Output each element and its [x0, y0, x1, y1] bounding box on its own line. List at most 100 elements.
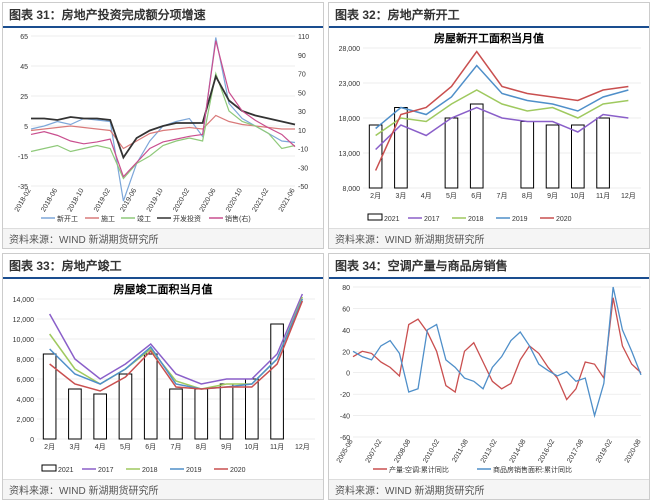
svg-text:5月: 5月 [446, 192, 457, 200]
svg-text:8,000: 8,000 [342, 186, 360, 193]
svg-text:新开工: 新开工 [57, 214, 78, 223]
svg-text:28,000: 28,000 [339, 46, 361, 53]
svg-text:2008-08: 2008-08 [393, 438, 412, 464]
svg-text:0: 0 [30, 437, 34, 444]
panel-32: 图表 32：房地产新开工 房屋新开工面积当月值 8,000 13,000 18,000… [328, 2, 650, 249]
svg-text:25: 25 [20, 94, 28, 101]
svg-text:2017-08: 2017-08 [566, 438, 585, 464]
svg-text:2018: 2018 [142, 467, 158, 474]
svg-text:12月: 12月 [295, 443, 310, 451]
chart-34: -60-40-200204060802005-082007-022008-082… [329, 279, 649, 479]
svg-text:2020-06: 2020-06 [199, 187, 218, 213]
svg-text:房屋新开工面积当月值: 房屋新开工面积当月值 [434, 31, 544, 45]
svg-text:2月: 2月 [44, 443, 55, 451]
svg-text:3月: 3月 [69, 443, 80, 451]
svg-text:2014-08: 2014-08 [509, 438, 528, 464]
svg-text:11月: 11月 [596, 192, 610, 200]
svg-text:2021-02: 2021-02 [251, 187, 270, 213]
svg-text:10,000: 10,000 [13, 337, 35, 344]
svg-text:2019-02: 2019-02 [93, 187, 112, 213]
svg-text:2020: 2020 [556, 216, 572, 223]
svg-text:-20: -20 [340, 392, 350, 399]
svg-text:2013-02: 2013-02 [480, 438, 499, 464]
svg-text:2020: 2020 [230, 467, 246, 474]
svg-text:2019: 2019 [186, 467, 202, 474]
panel-34: 图表 34：空调产量与商品房销售 -60-40-200204060802005-… [328, 253, 650, 500]
svg-text:2,000: 2,000 [16, 417, 34, 424]
svg-text:-40: -40 [340, 414, 350, 421]
svg-text:70: 70 [298, 72, 306, 79]
svg-text:2020-08: 2020-08 [624, 438, 643, 464]
svg-text:2016-02: 2016-02 [537, 438, 556, 464]
svg-text:110: 110 [298, 34, 309, 41]
svg-text:2018-06: 2018-06 [40, 187, 59, 213]
svg-text:2017: 2017 [98, 467, 114, 474]
panel-31-title: 图表 31：房地产投资完成额分项增速 [3, 3, 323, 28]
chart-31: -35-155254565-50-30-1010305070901102018-… [3, 28, 323, 228]
panel-34-title: 图表 34：空调产量与商品房销售 [329, 254, 649, 279]
svg-text:12,000: 12,000 [13, 317, 35, 324]
svg-text:7月: 7月 [497, 192, 508, 200]
chart-grid: 图表 31：房地产投资完成额分项增速 -35-155254565-50-30-1… [0, 0, 652, 500]
svg-text:2018-10: 2018-10 [67, 187, 86, 213]
svg-text:8月: 8月 [196, 443, 207, 451]
svg-text:商品房销售面积:累计同比: 商品房销售面积:累计同比 [493, 465, 572, 474]
panel-33: 图表 33：房地产竣工 房屋竣工面积当月值 0 2,000 4,000 6,000 8,0… [2, 253, 324, 500]
svg-text:4月: 4月 [95, 443, 106, 451]
svg-text:2019-02: 2019-02 [595, 438, 614, 464]
svg-text:5: 5 [24, 124, 28, 131]
svg-text:13,000: 13,000 [339, 151, 361, 158]
source-33: 资料来源：WIND 新湖期货研究所 [3, 479, 323, 499]
svg-text:-30: -30 [298, 165, 308, 172]
svg-text:10月: 10月 [244, 443, 259, 451]
svg-text:6月: 6月 [471, 192, 482, 200]
svg-text:0: 0 [346, 371, 350, 378]
svg-text:2019: 2019 [512, 216, 528, 223]
svg-text:开发投资: 开发投资 [173, 214, 201, 223]
svg-text:房屋竣工面积当月值: 房屋竣工面积当月值 [114, 282, 213, 296]
svg-text:2018-02: 2018-02 [14, 187, 33, 213]
svg-text:60: 60 [342, 306, 350, 313]
svg-text:18,000: 18,000 [339, 116, 361, 123]
svg-text:-15: -15 [18, 154, 28, 161]
svg-text:4月: 4月 [421, 192, 432, 200]
svg-text:-10: -10 [298, 147, 308, 154]
svg-text:10: 10 [298, 128, 306, 135]
svg-text:2021: 2021 [384, 216, 400, 223]
svg-text:3月: 3月 [395, 192, 406, 200]
svg-text:2020-02: 2020-02 [172, 187, 191, 213]
svg-text:施工: 施工 [101, 214, 115, 223]
svg-text:4,000: 4,000 [16, 397, 34, 404]
svg-text:10月: 10月 [570, 192, 585, 200]
svg-text:65: 65 [20, 34, 28, 41]
source-31: 资料来源：WIND 新湖期货研究所 [3, 228, 323, 248]
svg-text:-50: -50 [298, 184, 308, 191]
chart-32: 房屋新开工面积当月值 8,000 13,000 18,000 23,000 28,000 2… [329, 28, 649, 228]
svg-text:23,000: 23,000 [339, 81, 361, 88]
svg-text:45: 45 [20, 64, 28, 71]
svg-text:40: 40 [342, 328, 350, 335]
svg-text:2005-08: 2005-08 [336, 438, 355, 464]
source-32: 资料来源：WIND 新湖期货研究所 [329, 228, 649, 248]
source-34: 资料来源：WIND 新湖期货研究所 [329, 479, 649, 499]
panel-31: 图表 31：房地产投资完成额分项增速 -35-155254565-50-30-1… [2, 2, 324, 249]
svg-text:12月: 12月 [621, 192, 636, 200]
svg-text:2017: 2017 [424, 216, 440, 223]
svg-text:产量:空调:累计同比: 产量:空调:累计同比 [389, 465, 449, 474]
svg-text:14,000: 14,000 [13, 297, 35, 304]
svg-text:2007-02: 2007-02 [365, 438, 384, 464]
svg-text:8,000: 8,000 [16, 357, 34, 364]
svg-text:9月: 9月 [221, 443, 232, 451]
svg-text:7月: 7月 [171, 443, 182, 451]
svg-text:6,000: 6,000 [16, 377, 34, 384]
panel-32-title: 图表 32：房地产新开工 [329, 3, 649, 28]
svg-text:竣工: 竣工 [137, 214, 151, 223]
panel-33-title: 图表 33：房地产竣工 [3, 254, 323, 279]
svg-text:30: 30 [298, 109, 306, 116]
svg-text:90: 90 [298, 53, 306, 60]
svg-text:2021-06: 2021-06 [278, 187, 297, 213]
svg-text:6月: 6月 [145, 443, 156, 451]
svg-text:2018: 2018 [468, 216, 484, 223]
svg-text:2021: 2021 [58, 467, 74, 474]
chart-33: 房屋竣工面积当月值 0 2,000 4,000 6,000 8,000 10,000 12,0… [3, 279, 323, 479]
